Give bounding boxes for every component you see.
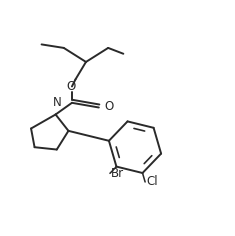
- Text: N: N: [52, 96, 61, 109]
- Text: Br: Br: [111, 167, 124, 180]
- Text: O: O: [104, 100, 113, 113]
- Text: Cl: Cl: [146, 176, 158, 189]
- Text: O: O: [66, 80, 75, 93]
